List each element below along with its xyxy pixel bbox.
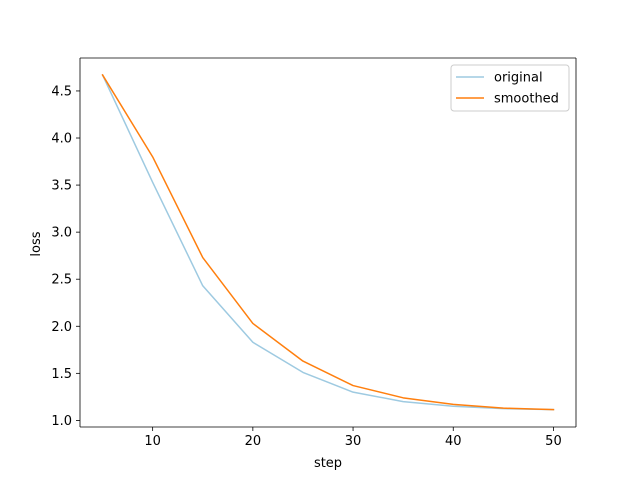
y-tick-label: 4.0 (51, 132, 72, 147)
x-tick-label: 10 (144, 434, 161, 449)
y-tick-label: 2.5 (51, 273, 72, 288)
series-line-original (101, 73, 555, 411)
y-tick-label: 4.5 (51, 84, 72, 99)
series-line-smoothed (101, 73, 555, 411)
plot-background (80, 58, 576, 427)
y-axis-label: loss (29, 231, 44, 256)
x-axis-label: step (314, 456, 342, 471)
series-layer (101, 73, 555, 411)
legend-label-smoothed: smoothed (494, 92, 559, 107)
plot-area (80, 58, 576, 427)
x-tick-label: 20 (245, 434, 262, 449)
axes-layer (79, 57, 577, 428)
x-tick-label: 40 (445, 434, 462, 449)
y-tick-label: 3.5 (51, 179, 72, 194)
legend: original smoothed (450, 64, 570, 112)
y-tick-label: 1.0 (51, 414, 72, 429)
y-tick-label: 2.0 (51, 320, 72, 335)
ticks-layer: 10 20 30 40 50 1.0 1.5 2.0 2.5 3.0 3.5 4.0 4.5 (51, 84, 561, 449)
y-tick-label: 1.5 (51, 367, 72, 382)
x-tick-label: 30 (345, 434, 362, 449)
x-tick-label: 50 (545, 434, 562, 449)
legend-label-original: original (494, 71, 543, 86)
y-tick-label: 3.0 (51, 226, 72, 241)
